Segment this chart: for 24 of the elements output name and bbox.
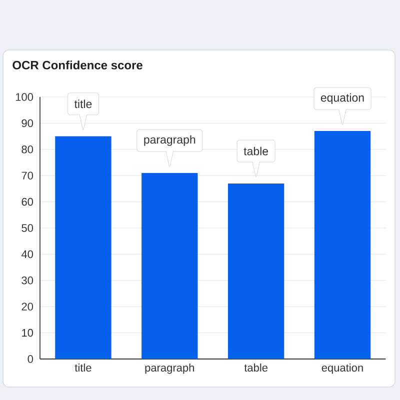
- x-tick-label: title: [74, 364, 92, 372]
- y-tick-label: 30: [22, 276, 34, 284]
- y-tick-label: 90: [22, 119, 34, 128]
- chart-title: OCR Confidence score: [12, 60, 142, 70]
- bar: [228, 183, 284, 359]
- bar: [142, 172, 198, 359]
- annotation: equation: [320, 93, 364, 104]
- annotation: paragraph: [144, 135, 196, 146]
- y-tick-label: 70: [22, 172, 34, 180]
- x-tick-label: table: [244, 364, 268, 372]
- y-tick-label: 80: [22, 146, 34, 154]
- y-tick-label: 20: [22, 302, 34, 310]
- x-tick-label: paragraph: [145, 364, 194, 374]
- y-tick-label: 40: [21, 250, 34, 258]
- y-tick-label: 100: [16, 93, 34, 101]
- bar: [55, 136, 112, 359]
- y-tick-label: 50: [22, 224, 34, 232]
- y-tick-label: 60: [22, 198, 34, 206]
- y-tick-label: 0: [28, 355, 34, 363]
- bar: [314, 131, 371, 359]
- y-tick-label: 10: [22, 328, 34, 337]
- annotation: table: [244, 146, 268, 156]
- x-tick-label: equation: [322, 364, 363, 374]
- annotation: title: [74, 100, 92, 108]
